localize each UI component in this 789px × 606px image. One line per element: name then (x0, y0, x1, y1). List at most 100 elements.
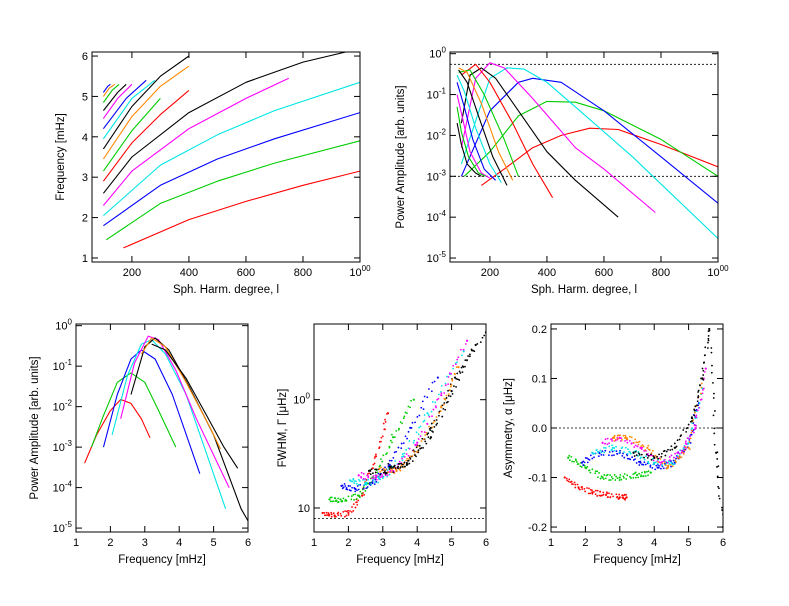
y-axis-label: Power Amplitude [arb. units] (29, 356, 41, 499)
scatter-point (367, 475, 370, 478)
series-line-n0 (123, 170, 360, 249)
scatter-point (635, 462, 638, 464)
scatter-point (680, 434, 683, 437)
scatter-point (476, 343, 479, 345)
scatter-point (623, 456, 626, 459)
scatter-point (325, 514, 327, 517)
scatter-point (618, 436, 621, 440)
scatter-point (584, 466, 587, 469)
scatter-point (404, 435, 407, 438)
scatter-point (429, 436, 433, 439)
scatter-point (650, 452, 653, 454)
series-line-n13 (102, 83, 127, 111)
scatter-point (707, 339, 710, 342)
scatter-point (423, 431, 426, 434)
y-tick-label: 6 (82, 51, 88, 63)
y-tick-label: 10-5 (427, 250, 447, 265)
scatter-point (359, 483, 362, 486)
y-axis-label: Power Amplitude [arb. units] (395, 85, 407, 228)
scatter-point (330, 515, 333, 518)
scatter-point (711, 364, 713, 367)
scatter-point (426, 412, 429, 415)
scatter-point (635, 441, 638, 444)
scatter-point (641, 444, 644, 446)
scatter-point (374, 481, 376, 484)
scatter-point (450, 384, 453, 386)
scatter-point (321, 511, 324, 515)
scatter-point (613, 449, 616, 452)
scatter-point (352, 509, 355, 512)
scatter-point (356, 501, 358, 504)
scatter-point (665, 450, 668, 453)
y-tick-label: 4 (82, 132, 88, 144)
y-tick-label: 10-2 (53, 399, 73, 414)
scatter-point (409, 457, 412, 460)
x-tick-label: 6 (483, 537, 489, 549)
scatter-point (606, 492, 609, 495)
scatter-point (416, 441, 419, 444)
scatter-point (568, 478, 571, 481)
scatter-point (678, 452, 681, 455)
scatter-point (608, 445, 611, 448)
scatter-point (618, 479, 621, 481)
scatter-point (406, 457, 409, 460)
scatter-point (401, 459, 404, 462)
series-line-n4 (120, 335, 230, 488)
series-line-n5 (102, 52, 346, 194)
scatter-point (621, 454, 624, 457)
scatter-point (597, 451, 600, 454)
scatter-point (395, 429, 398, 432)
scatter-point (391, 466, 394, 469)
scatter-point (597, 455, 600, 458)
scatter-point (626, 454, 629, 457)
scatter-point (702, 369, 705, 372)
scatter-point (610, 493, 613, 496)
scatter-point (575, 459, 577, 462)
scatter-point (447, 383, 450, 386)
series-line-n10 (456, 74, 502, 183)
scatter-point (397, 465, 400, 468)
scatter-point (443, 392, 446, 394)
scatter-point (606, 496, 609, 499)
scatter-point (608, 492, 610, 495)
scatter-point (670, 461, 673, 464)
scatter-point (582, 464, 585, 467)
scatter-point (333, 514, 336, 517)
scatter-point (657, 457, 659, 460)
scatter-point (355, 498, 358, 500)
scatter-point (689, 435, 692, 437)
scatter-point (598, 494, 601, 497)
x-tick-label: 1 (73, 537, 79, 549)
scatter-point (602, 491, 605, 494)
scatter-point (419, 425, 422, 428)
scatter-point (388, 465, 391, 468)
scatter-point (372, 467, 374, 470)
scatter-point (462, 348, 465, 351)
scatter-point (433, 380, 436, 383)
scatter-point (333, 497, 336, 500)
scatter-point (624, 434, 627, 437)
scatter-point (618, 451, 621, 453)
scatter-point (340, 514, 343, 517)
scatter-point (372, 475, 375, 477)
scatter-point (331, 500, 334, 503)
scatter-point (404, 411, 407, 414)
scatter-point (451, 378, 454, 381)
scatter-point (326, 514, 329, 516)
scatter-point (634, 444, 637, 447)
x-tick-label: 1 (548, 537, 554, 549)
scatter-point (457, 356, 460, 359)
y-tick-label: 10 (298, 503, 310, 515)
scatter-point (666, 466, 670, 469)
scatter-point (431, 426, 434, 429)
x-tick-label: 2 (345, 537, 351, 549)
scatter-point (606, 443, 609, 446)
scatter-point (668, 463, 671, 465)
scatter-point (710, 347, 713, 349)
series-n7 (387, 343, 477, 469)
scatter-point (458, 370, 461, 373)
series-line-n1 (90, 372, 177, 448)
scatter-point (379, 473, 382, 476)
scatter-point (673, 446, 676, 449)
x-axis-label: Frequency [mHz] (118, 554, 206, 566)
